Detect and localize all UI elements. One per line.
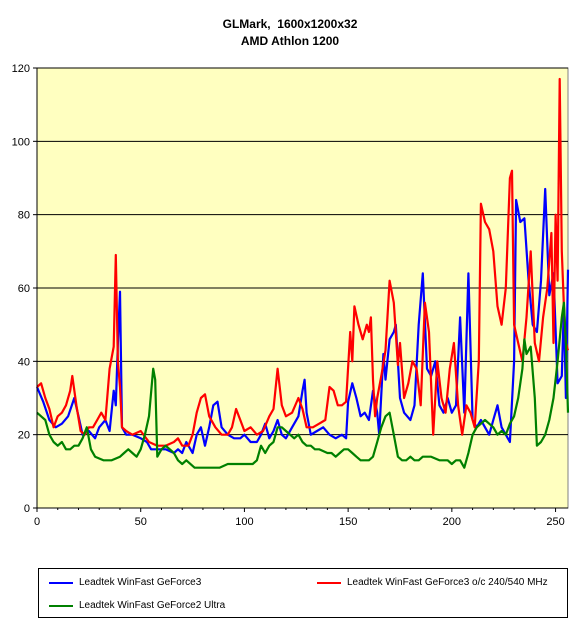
legend-label-geforce3-oc: Leadtek WinFast GeForce3 o/c 240/540 MHz (347, 577, 548, 588)
x-tick-label-250: 250 (546, 516, 564, 528)
y-tick-label-80: 80 (18, 210, 30, 222)
legend-label-geforce3: Leadtek WinFast GeForce3 (79, 577, 202, 588)
legend: Leadtek WinFast GeForce3 Leadtek WinFast… (38, 568, 568, 618)
legend-label-geforce2-ultra: Leadtek WinFast GeForce2 Ultra (79, 600, 226, 611)
line-chart: 0 20 40 60 80 100 120 0 50 100 150 200 250 (12, 63, 570, 528)
chart-subtitle: AMD Athlon 1200 (240, 34, 340, 48)
x-tick-label-200: 200 (443, 516, 461, 528)
legend-swatch-geforce3 (49, 581, 73, 584)
axes: 0 20 40 60 80 100 120 0 50 100 150 200 250 (12, 63, 568, 528)
series-line-2 (36, 301, 570, 469)
x-tick-label-150: 150 (339, 516, 357, 528)
y-tick-label-40: 40 (18, 356, 30, 368)
x-tick-label-50: 50 (135, 516, 147, 528)
y-tick-label-20: 20 (18, 430, 30, 442)
x-tick-label-100: 100 (235, 516, 253, 528)
legend-item-geforce3-oc: Leadtek WinFast GeForce3 o/c 240/540 MHz (317, 577, 548, 588)
chart-title-block: GLMark, 1600x1200x32 AMD Athlon 1200 (0, 16, 580, 50)
y-tick-label-0: 0 (24, 503, 30, 515)
series-line-1 (36, 77, 570, 447)
legend-swatch-geforce3-oc (317, 581, 341, 584)
y-tick-label-100: 100 (12, 136, 30, 148)
x-tick-label-0: 0 (34, 516, 40, 528)
legend-item-geforce2-ultra: Leadtek WinFast GeForce2 Ultra (49, 600, 225, 611)
legend-item-geforce3: Leadtek WinFast GeForce3 (49, 577, 201, 588)
chart-title: GLMark, 1600x1200x32 (222, 17, 358, 31)
y-tick-label-120: 120 (12, 63, 30, 75)
y-tick-label-60: 60 (18, 283, 30, 295)
legend-swatch-geforce2-ultra (49, 604, 73, 607)
series-layer (35, 77, 570, 469)
